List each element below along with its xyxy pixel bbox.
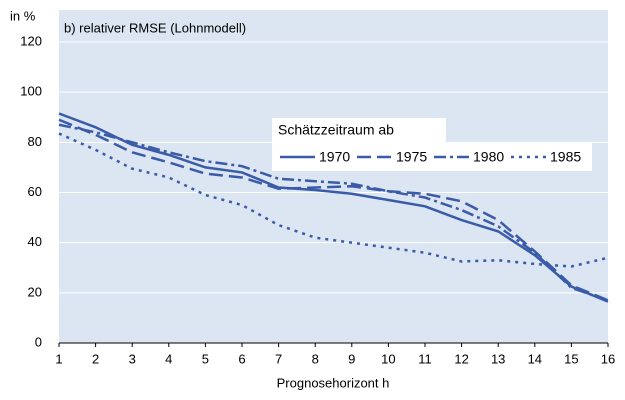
x-tick-label: 3 xyxy=(129,351,136,366)
y-tick-label: 60 xyxy=(28,184,42,199)
y-tick-label: 80 xyxy=(28,134,42,149)
plot-background xyxy=(59,10,608,343)
y-tick-label: 20 xyxy=(28,284,42,299)
legend-label: 1980 xyxy=(473,149,504,165)
x-tick-label: 4 xyxy=(165,351,172,366)
series-line xyxy=(58,118,609,302)
x-tick-label: 6 xyxy=(238,351,245,366)
legend-label: 1975 xyxy=(396,149,427,165)
legend-box xyxy=(272,118,446,144)
y-unit: in % xyxy=(10,8,36,23)
legend-title: Schätzzeitraum ab xyxy=(278,122,394,138)
x-tick-label: 12 xyxy=(454,351,468,366)
x-tick-label: 16 xyxy=(601,351,615,366)
x-tick-label: 9 xyxy=(348,351,355,366)
chart-title: b) relativer RMSE (Lohnmodell) xyxy=(64,20,246,35)
x-tick-label: 2 xyxy=(92,351,99,366)
legend-box xyxy=(272,143,592,171)
x-tick-label: 1 xyxy=(55,351,62,366)
legend-label: 1985 xyxy=(550,149,581,165)
series-line xyxy=(58,132,609,268)
x-tick-label: 7 xyxy=(275,351,282,366)
x-tick-label: 8 xyxy=(312,351,319,366)
series-line xyxy=(58,112,609,303)
series-line xyxy=(58,123,609,302)
y-tick-label: 0 xyxy=(35,334,42,349)
x-tick-label: 13 xyxy=(491,351,505,366)
x-tick-label: 14 xyxy=(528,351,542,366)
x-tick-label: 5 xyxy=(202,351,209,366)
y-tick-label: 100 xyxy=(20,84,42,99)
x-tick-label: 15 xyxy=(564,351,578,366)
y-tick-label: 120 xyxy=(20,33,42,48)
y-tick-label: 40 xyxy=(28,234,42,249)
x-axis-label: Prognosehorizont h xyxy=(277,375,390,390)
legend-label: 1970 xyxy=(319,149,350,165)
x-tick-label: 10 xyxy=(381,351,395,366)
x-tick-label: 11 xyxy=(418,351,432,366)
